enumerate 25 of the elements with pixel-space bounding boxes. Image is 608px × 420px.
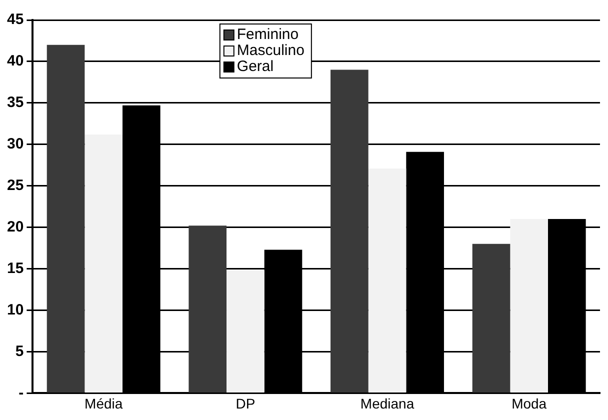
x-tick-label: Moda — [512, 395, 547, 412]
bar — [226, 270, 264, 392]
bar — [188, 226, 227, 392]
y-tick-label: 35 — [6, 94, 24, 112]
legend-label: Masculino — [236, 42, 304, 60]
bar — [368, 168, 406, 392]
y-tick-label: 20 — [6, 218, 24, 236]
y-tick-label: - — [18, 384, 24, 402]
y-tick-label: 15 — [6, 260, 24, 277]
y-tick-label: 10 — [6, 301, 24, 318]
legend-label: Feminino — [236, 26, 299, 44]
bar — [84, 134, 123, 392]
bar — [472, 244, 510, 392]
y-tick-label: 25 — [6, 177, 24, 194]
x-tick-label: Mediana — [360, 395, 414, 412]
y-tick-label: 40 — [6, 52, 24, 70]
y-tick-label: 5 — [15, 342, 24, 360]
bar — [46, 44, 85, 392]
x-tick-label: Média — [84, 395, 123, 412]
legend-label: Geral — [236, 58, 274, 76]
bar — [330, 70, 368, 392]
bar — [510, 219, 548, 392]
y-tick-label: 30 — [6, 136, 24, 153]
y-tick-label: 45 — [6, 11, 24, 28]
x-tick-label: DP — [236, 395, 256, 412]
